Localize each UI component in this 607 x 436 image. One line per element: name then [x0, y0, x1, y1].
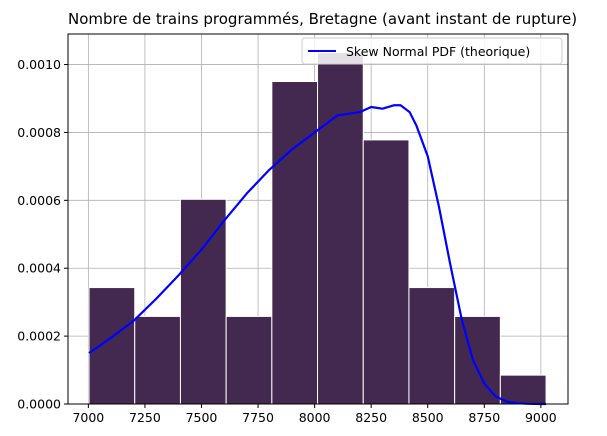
histogram-bar [499, 374, 547, 405]
plot-frame [67, 33, 569, 405]
y-tick-label: 0.0000 [17, 397, 61, 412]
y-tick-label: 0.0004 [17, 261, 61, 276]
x-tick-label: 8750 [468, 410, 500, 425]
pdf-line-layer [88, 104, 547, 406]
y-tick-label: 0.0008 [17, 125, 61, 140]
chart-title: Nombre de trains programmés, Bretagne (a… [68, 10, 577, 28]
x-tick-label: 7750 [242, 410, 274, 425]
histogram-bar [271, 81, 319, 405]
histogram-bar [179, 198, 227, 405]
legend-label: Skew Normal PDF (theorique) [346, 44, 530, 59]
histogram-bar [454, 315, 501, 405]
x-tick-label: 8000 [299, 410, 331, 425]
y-tick-label: 0.0002 [17, 329, 61, 344]
x-tick-label: 7500 [186, 410, 218, 425]
legend-box [301, 37, 563, 65]
pdf-line-series-0 [88, 104, 547, 406]
x-tick-label: 8250 [355, 410, 387, 425]
x-tick-label: 8500 [412, 410, 444, 425]
histogram-bars [88, 52, 547, 405]
y-axis: 0.0000 0.0002 0.0004 0.0006 0.0008 0.0010 [17, 57, 68, 412]
x-tick-label: 9000 [525, 410, 557, 425]
histogram-bar [362, 139, 410, 405]
x-axis: 7000 7250 7500 7750 8000 8250 8500 8750 9000 [72, 404, 557, 425]
plot-area [67, 33, 569, 406]
histogram-bar [134, 315, 181, 405]
x-tick-label: 7250 [129, 410, 161, 425]
histogram-bar [317, 52, 364, 405]
histogram-bar [88, 287, 136, 405]
histogram-bar [225, 315, 273, 405]
y-tick-label: 0.0010 [17, 57, 61, 72]
x-tick-label: 7000 [72, 410, 104, 425]
histogram-bar [408, 287, 456, 405]
y-tick-label: 0.0006 [17, 193, 61, 208]
legend: Skew Normal PDF (theorique) [301, 37, 563, 65]
